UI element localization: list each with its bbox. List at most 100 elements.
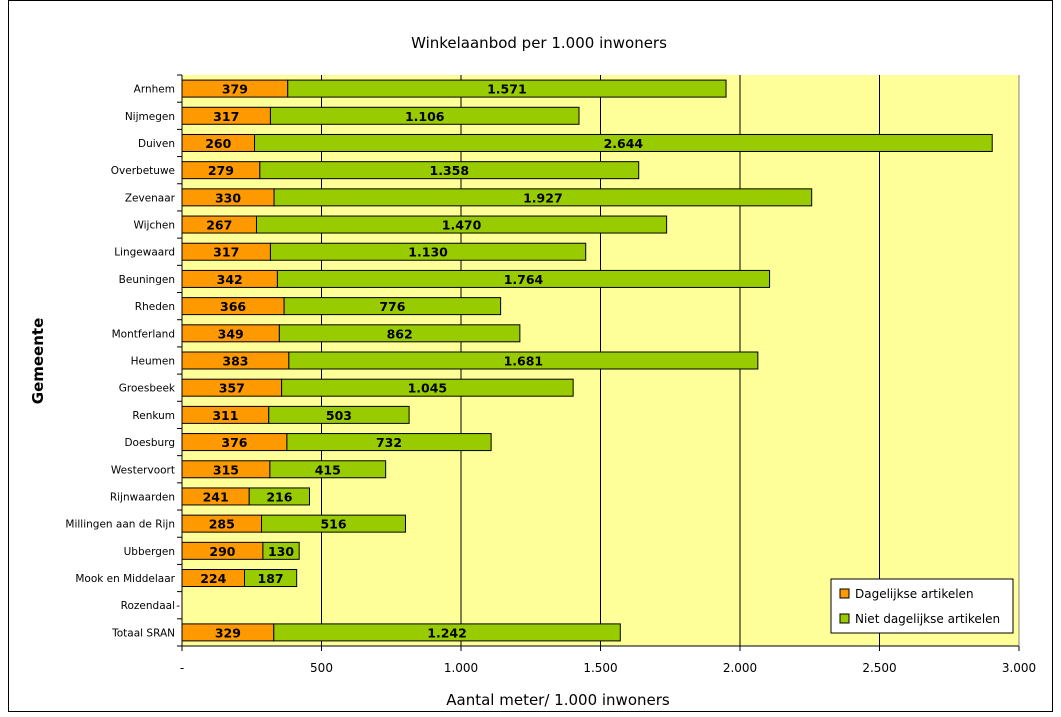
category-label: Wijchen <box>133 220 175 232</box>
data-label-niet-dagelijks: 1.764 <box>504 272 544 287</box>
data-label-dagelijks: 311 <box>212 408 238 423</box>
bar-niet-dagelijks <box>281 378 574 397</box>
legend-box <box>830 578 1014 634</box>
x-tick-label: 1.500 <box>583 661 617 675</box>
category-label: Renkum <box>132 410 175 422</box>
category-label: Beuningen <box>119 274 175 286</box>
x-tick-label: 500 <box>310 661 333 675</box>
data-label-niet-dagelijks: 776 <box>379 299 405 314</box>
category-label: Doesburg <box>124 437 175 449</box>
bar-niet-dagelijks <box>261 514 406 533</box>
data-label-niet-dagelijks: 1.106 <box>405 109 445 124</box>
x-axis-title: Aantal meter/ 1.000 inwoners <box>446 691 670 709</box>
bar-niet-dagelijks <box>278 324 521 343</box>
category-label: Ubbergen <box>124 546 175 558</box>
data-label-dagelijks: - <box>176 600 180 612</box>
bar-niet-dagelijks <box>269 106 580 125</box>
bar-niet-dagelijks <box>288 351 759 370</box>
data-label-dagelijks: 379 <box>222 82 248 97</box>
category-label: Rozendaal <box>121 600 175 612</box>
legend-swatch-dagelijks <box>839 588 850 599</box>
data-label-niet-dagelijks: 503 <box>326 408 352 423</box>
data-label-niet-dagelijks: 415 <box>315 462 341 477</box>
category-label: Overbetuwe <box>111 165 175 177</box>
category-label: Montferland <box>112 328 175 340</box>
bar-niet-dagelijks <box>273 188 813 207</box>
category-label: Rheden <box>135 301 175 313</box>
legend: Dagelijkse artikelen Niet dagelijkse arti… <box>830 578 1014 634</box>
bar-niet-dagelijks <box>243 569 298 588</box>
data-label-dagelijks: 241 <box>203 489 229 504</box>
data-label-dagelijks: 366 <box>220 299 246 314</box>
data-label-dagelijks: 317 <box>213 109 239 124</box>
data-label-dagelijks: 260 <box>205 136 231 151</box>
bar-niet-dagelijks <box>287 79 727 98</box>
x-tick-label: 2.500 <box>862 661 896 675</box>
bar-niet-dagelijks <box>286 433 492 452</box>
x-tick-label: - <box>180 661 184 675</box>
bar-niet-dagelijks <box>283 297 502 316</box>
category-label: Zevenaar <box>125 192 176 204</box>
stacked-bar-chart: Winkelaanbod per 1.000 inwoners Gemeente… <box>29 34 1036 709</box>
data-label-dagelijks: 376 <box>221 435 247 450</box>
data-label-dagelijks: 330 <box>215 190 241 205</box>
data-label-niet-dagelijks: 1.358 <box>430 163 470 178</box>
data-label-dagelijks: 329 <box>215 625 241 640</box>
x-tick-label: 1.000 <box>444 661 478 675</box>
data-label-niet-dagelijks: 862 <box>387 326 413 341</box>
x-tick-label: 2.000 <box>723 661 757 675</box>
bar-niet-dagelijks <box>269 460 387 479</box>
data-label-niet-dagelijks: 1.927 <box>523 190 563 205</box>
plot-area: - 500 1.000 1.500 2.000 2.500 3.000 Arnhem 379 1.… <box>65 74 1036 675</box>
bar-niet-dagelijks <box>255 215 668 234</box>
data-label-niet-dagelijks: 187 <box>258 571 284 586</box>
category-label: Duiven <box>138 138 175 150</box>
x-tick-label: 3.000 <box>1002 661 1036 675</box>
bar-niet-dagelijks <box>268 405 410 424</box>
data-label-niet-dagelijks: 1.681 <box>504 354 544 369</box>
data-label-niet-dagelijks: 1.045 <box>408 381 448 396</box>
legend-label-dagelijks: Dagelijkse artikelen <box>855 587 974 601</box>
data-label-niet-dagelijks: 1.470 <box>442 218 482 233</box>
category-label: Nijmegen <box>125 111 175 123</box>
data-label-dagelijks: 224 <box>200 571 226 586</box>
data-label-dagelijks: 290 <box>209 544 235 559</box>
data-label-niet-dagelijks: 1.130 <box>408 245 448 260</box>
legend-label-niet-dagelijks: Niet dagelijkse artikelen <box>855 612 1000 626</box>
bar-niet-dagelijks <box>276 269 771 288</box>
data-label-niet-dagelijks: 516 <box>320 517 346 532</box>
data-label-niet-dagelijks: 130 <box>268 544 294 559</box>
bar-niet-dagelijks <box>254 133 993 152</box>
data-label-niet-dagelijks: 1.242 <box>427 625 467 640</box>
data-label-dagelijks: 285 <box>209 517 235 532</box>
category-label: Westervoort <box>111 464 175 476</box>
data-label-dagelijks: 279 <box>208 163 234 178</box>
data-label-dagelijks: 342 <box>217 272 243 287</box>
data-label-niet-dagelijks: 732 <box>376 435 402 450</box>
bar-niet-dagelijks <box>262 541 300 560</box>
data-label-dagelijks: 315 <box>213 462 239 477</box>
bar-niet-dagelijks <box>269 242 587 261</box>
data-label-dagelijks: 267 <box>206 218 232 233</box>
bar-niet-dagelijks <box>273 623 621 642</box>
data-label-niet-dagelijks: 2.644 <box>604 136 644 151</box>
data-label-dagelijks: 357 <box>219 381 245 396</box>
bar-niet-dagelijks <box>259 161 640 180</box>
data-label-dagelijks: 317 <box>213 245 239 260</box>
y-axis-title: Gemeente <box>29 318 47 404</box>
bar-niet-dagelijks <box>248 487 311 506</box>
category-label: Groesbeek <box>119 383 176 395</box>
chart-frame: Winkelaanbod per 1.000 inwoners Gemeente… <box>8 0 1053 712</box>
category-label: Totaal SRAN <box>111 627 175 639</box>
category-label: Mook en Middelaar <box>75 573 175 585</box>
chart-title: Winkelaanbod per 1.000 inwoners <box>411 34 667 52</box>
data-label-niet-dagelijks: 216 <box>266 489 292 504</box>
category-label: Millingen aan de Rijn <box>65 519 175 531</box>
legend-swatch-niet-dagelijks <box>839 613 850 624</box>
category-label: Heumen <box>131 356 175 368</box>
data-label-dagelijks: 383 <box>222 354 248 369</box>
category-label: Rijnwaarden <box>110 491 175 503</box>
category-label: Arnhem <box>134 84 175 96</box>
data-label-dagelijks: 349 <box>218 326 244 341</box>
category-label: Lingewaard <box>114 247 175 259</box>
